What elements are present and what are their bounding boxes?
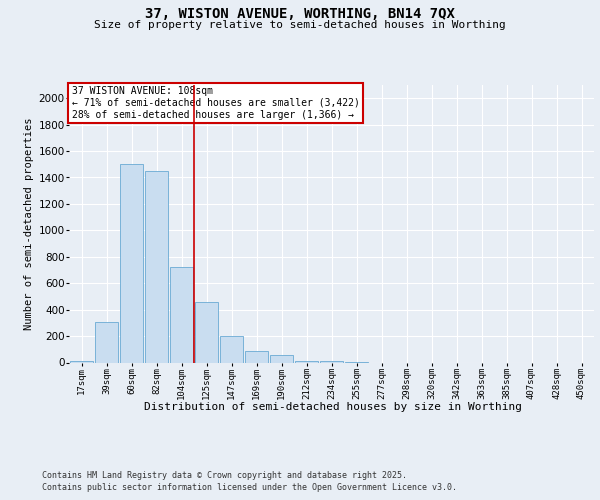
Bar — [145, 171, 168, 362]
Bar — [195, 302, 218, 362]
Text: Distribution of semi-detached houses by size in Worthing: Distribution of semi-detached houses by … — [144, 402, 522, 412]
Bar — [245, 350, 268, 362]
Bar — [295, 360, 318, 362]
Bar — [270, 354, 293, 362]
Y-axis label: Number of semi-detached properties: Number of semi-detached properties — [25, 118, 34, 330]
Bar — [120, 164, 143, 362]
Text: Contains public sector information licensed under the Open Government Licence v3: Contains public sector information licen… — [42, 484, 457, 492]
Text: 37, WISTON AVENUE, WORTHING, BN14 7QX: 37, WISTON AVENUE, WORTHING, BN14 7QX — [145, 8, 455, 22]
Bar — [95, 322, 118, 362]
Text: 37 WISTON AVENUE: 108sqm
← 71% of semi-detached houses are smaller (3,422)
28% o: 37 WISTON AVENUE: 108sqm ← 71% of semi-d… — [71, 86, 359, 120]
Text: Contains HM Land Registry data © Crown copyright and database right 2025.: Contains HM Land Registry data © Crown c… — [42, 471, 407, 480]
Bar — [320, 361, 343, 362]
Bar — [70, 361, 93, 362]
Bar — [220, 336, 243, 362]
Bar — [170, 268, 193, 362]
Text: Size of property relative to semi-detached houses in Worthing: Size of property relative to semi-detach… — [94, 20, 506, 30]
